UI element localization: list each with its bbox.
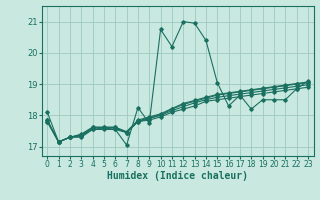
X-axis label: Humidex (Indice chaleur): Humidex (Indice chaleur)	[107, 171, 248, 181]
